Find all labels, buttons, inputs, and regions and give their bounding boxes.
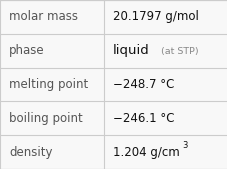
Text: 3: 3 — [182, 141, 187, 150]
Text: −248.7 °C: −248.7 °C — [112, 78, 173, 91]
Text: phase: phase — [9, 44, 44, 57]
Text: −246.1 °C: −246.1 °C — [112, 112, 174, 125]
Text: liquid: liquid — [112, 44, 149, 57]
Text: density: density — [9, 146, 52, 159]
Text: boiling point: boiling point — [9, 112, 82, 125]
Text: melting point: melting point — [9, 78, 88, 91]
Text: molar mass: molar mass — [9, 10, 78, 23]
Text: 1.204 g/cm: 1.204 g/cm — [112, 146, 179, 159]
Text: 20.1797 g/mol: 20.1797 g/mol — [112, 10, 198, 23]
Text: (at STP): (at STP) — [160, 47, 197, 56]
